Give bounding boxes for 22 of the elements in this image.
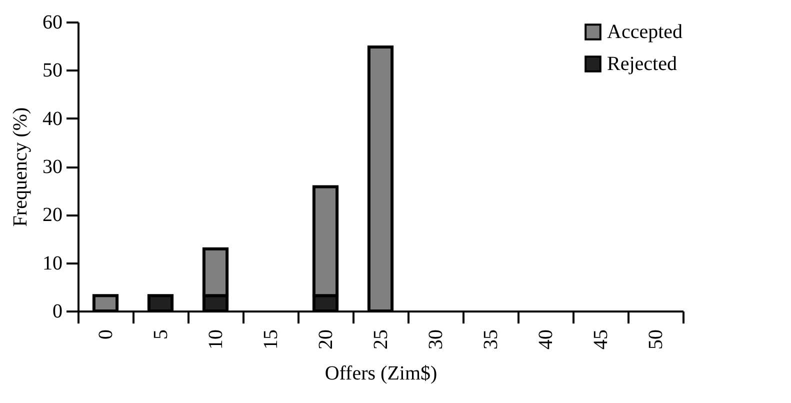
x-tick-label: 25 <box>370 330 392 350</box>
y-tick-label: 10 <box>42 252 62 274</box>
y-tick-label: 20 <box>42 204 62 226</box>
y-tick-label: 30 <box>42 156 62 178</box>
x-tick-label: 50 <box>645 330 667 350</box>
x-tick-label: 5 <box>150 330 172 340</box>
y-tick-label: 40 <box>42 108 62 130</box>
legend-label: Rejected <box>607 53 677 75</box>
x-tick-label: 10 <box>205 330 227 350</box>
x-axis-title: Offers (Zim$) <box>324 362 438 384</box>
x-tick-label: 40 <box>535 330 557 350</box>
x-tick-label: 0 <box>95 330 117 340</box>
x-tick-label: 15 <box>260 330 282 350</box>
y-tick-label: 60 <box>42 12 62 34</box>
x-tick-label: 45 <box>590 330 612 350</box>
x-tick-label: 35 <box>480 330 502 350</box>
y-tick-label: 50 <box>42 60 62 82</box>
y-tick-label: 0 <box>52 300 62 322</box>
x-tick-label: 30 <box>425 330 447 350</box>
legend-label: Accepted <box>607 21 683 43</box>
y-axis-title: Frequency (%) <box>10 107 32 227</box>
x-tick-label: 20 <box>315 330 337 350</box>
